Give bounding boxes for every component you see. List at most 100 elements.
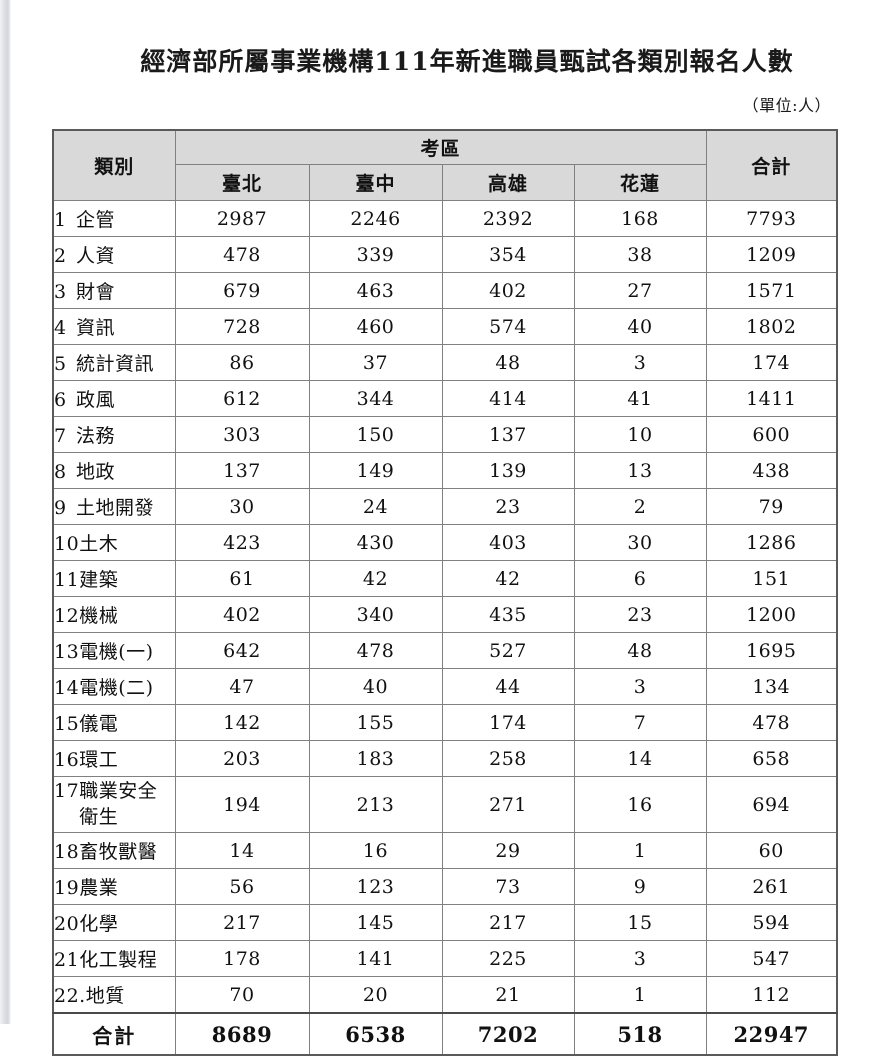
cell-taichung: 478	[308, 632, 443, 669]
cell-category: 8 地政	[52, 452, 176, 489]
cell-taipei: 612	[174, 380, 310, 417]
cell-hualien: 40	[573, 308, 707, 345]
cell-taipei: 728	[174, 308, 310, 345]
column-header-kaohsiung: 高雄	[441, 164, 575, 201]
category-index: 5	[54, 353, 67, 375]
total-kaohsiung: 7202	[441, 1012, 575, 1056]
cell-taipei: 142	[174, 704, 310, 741]
cell-category: 15儀電	[52, 704, 176, 741]
cell-taipei: 642	[174, 632, 310, 669]
table-row: 21化工製程 178 141 225 3 547	[52, 940, 838, 978]
cell-hualien: 6	[573, 560, 707, 597]
cell-category: 6 政風	[52, 380, 176, 417]
table-row: 12機械 402 340 435 23 1200	[52, 596, 838, 633]
table-body: 1 企管 2987 2246 2392 168 7793 2 人資 478 339 354 38 1209…	[52, 200, 838, 1056]
cell-taipei: 679	[174, 272, 310, 309]
cell-taichung: 123	[308, 868, 443, 906]
category-name: 儀電	[79, 713, 119, 735]
cell-hualien: 41	[573, 380, 707, 417]
cell-kaohsiung: 402	[441, 272, 575, 309]
cell-kaohsiung: 258	[441, 740, 575, 777]
registration-table: 類別 考區 合計 臺北 臺中 高雄 花蓮 1 企管 2987 2246 2392 168 7…	[52, 129, 839, 1056]
cell-taipei: 2987	[174, 200, 310, 237]
category-name: 土木	[79, 533, 119, 555]
cell-kaohsiung: 414	[441, 380, 575, 417]
cell-taichung: 141	[308, 940, 443, 978]
cell-hualien: 7	[573, 704, 707, 741]
cell-category: 22.地質	[52, 976, 176, 1014]
cell-total: 1209	[705, 236, 838, 273]
cell-kaohsiung: 217	[441, 904, 575, 942]
cell-taipei: 14	[174, 832, 310, 870]
cell-hualien: 3	[573, 668, 707, 705]
cell-taichung: 2246	[308, 200, 443, 237]
cell-kaohsiung: 21	[441, 976, 575, 1014]
cell-category: 1 企管	[52, 200, 176, 237]
cell-category: 2 人資	[52, 236, 176, 273]
cell-category: 18畜牧獸醫	[52, 832, 176, 870]
document-page: 經濟部所屬事業機構111年新進職員甄試各類別報名人數 （單位:人） 類別 考區 …	[11, 0, 893, 1056]
table-row: 10土木 423 430 403 30 1286	[52, 524, 838, 561]
category-name: 機械	[79, 605, 119, 627]
table-header: 類別 考區 合計 臺北 臺中 高雄 花蓮	[52, 129, 838, 201]
table-row: 20化學 217 145 217 15 594	[52, 904, 838, 942]
category-name: 地質	[85, 985, 125, 1008]
cell-kaohsiung: 174	[441, 704, 575, 741]
cell-hualien: 10	[573, 416, 707, 453]
cell-hualien: 38	[573, 236, 707, 273]
cell-total: 594	[705, 904, 838, 942]
cell-total: 134	[705, 668, 838, 705]
table-row: 16環工 203 183 258 14 658	[52, 740, 838, 777]
cell-hualien: 9	[573, 868, 707, 906]
cell-total: 600	[705, 416, 838, 453]
table-row: 6 政風 612 344 414 41 1411	[52, 380, 838, 417]
table-row: 7 法務 303 150 137 10 600	[52, 416, 838, 453]
total-grand: 22947	[705, 1012, 838, 1056]
cell-hualien: 23	[573, 596, 707, 633]
cell-kaohsiung: 403	[441, 524, 575, 561]
cell-taipei: 61	[174, 560, 310, 597]
cell-total: 1286	[705, 524, 838, 561]
cell-kaohsiung: 44	[441, 668, 575, 705]
table-row: 5 統計資訊 86 37 48 3 174	[52, 344, 838, 381]
cell-taipei: 423	[174, 524, 310, 561]
cell-total: 60	[705, 832, 838, 870]
cell-category: 11建築	[52, 560, 176, 597]
cell-taichung: 344	[308, 380, 443, 417]
cell-taichung: 149	[308, 452, 443, 489]
cell-taichung: 16	[308, 832, 443, 870]
cell-total: 1411	[705, 380, 838, 417]
cell-taichung: 430	[308, 524, 443, 561]
cell-taipei: 137	[174, 452, 310, 489]
cell-total: 1802	[705, 308, 838, 345]
table-row: 1 企管 2987 2246 2392 168 7793	[52, 200, 838, 237]
category-index: 12	[54, 605, 80, 627]
category-name: 統計資訊	[76, 353, 155, 375]
category-name: 職業安全 衛生	[79, 780, 158, 828]
cell-hualien: 16	[573, 775, 707, 834]
category-index: 8	[54, 461, 67, 483]
header-row-primary: 類別 考區 合計	[52, 129, 838, 201]
category-index: 2	[54, 245, 67, 267]
category-index: 4	[54, 317, 67, 339]
cell-kaohsiung: 435	[441, 596, 575, 633]
table-total-row: 合計 8689 6538 7202 518 22947	[52, 1012, 838, 1056]
cell-hualien: 1	[573, 976, 707, 1014]
category-name: 環工	[79, 749, 119, 771]
cell-taichung: 145	[308, 904, 443, 942]
cell-hualien: 3	[573, 940, 707, 978]
table-row: 4 資訊 728 460 574 40 1802	[52, 308, 838, 345]
column-header-total: 合計	[705, 129, 838, 201]
cell-taipei: 303	[174, 416, 310, 453]
cell-category: 5 統計資訊	[52, 344, 176, 381]
cell-category: 7 法務	[52, 416, 176, 453]
cell-total: 1695	[705, 632, 838, 669]
cell-category: 13電機(一)	[52, 632, 176, 669]
cell-kaohsiung: 2392	[441, 200, 575, 237]
table-row: 18畜牧獸醫 14 16 29 1 60	[52, 832, 838, 870]
category-index: 20	[54, 913, 80, 936]
cell-taipei: 30	[174, 488, 310, 525]
cell-total: 658	[705, 740, 838, 777]
cell-taipei: 478	[174, 236, 310, 273]
cell-taipei: 402	[174, 596, 310, 633]
